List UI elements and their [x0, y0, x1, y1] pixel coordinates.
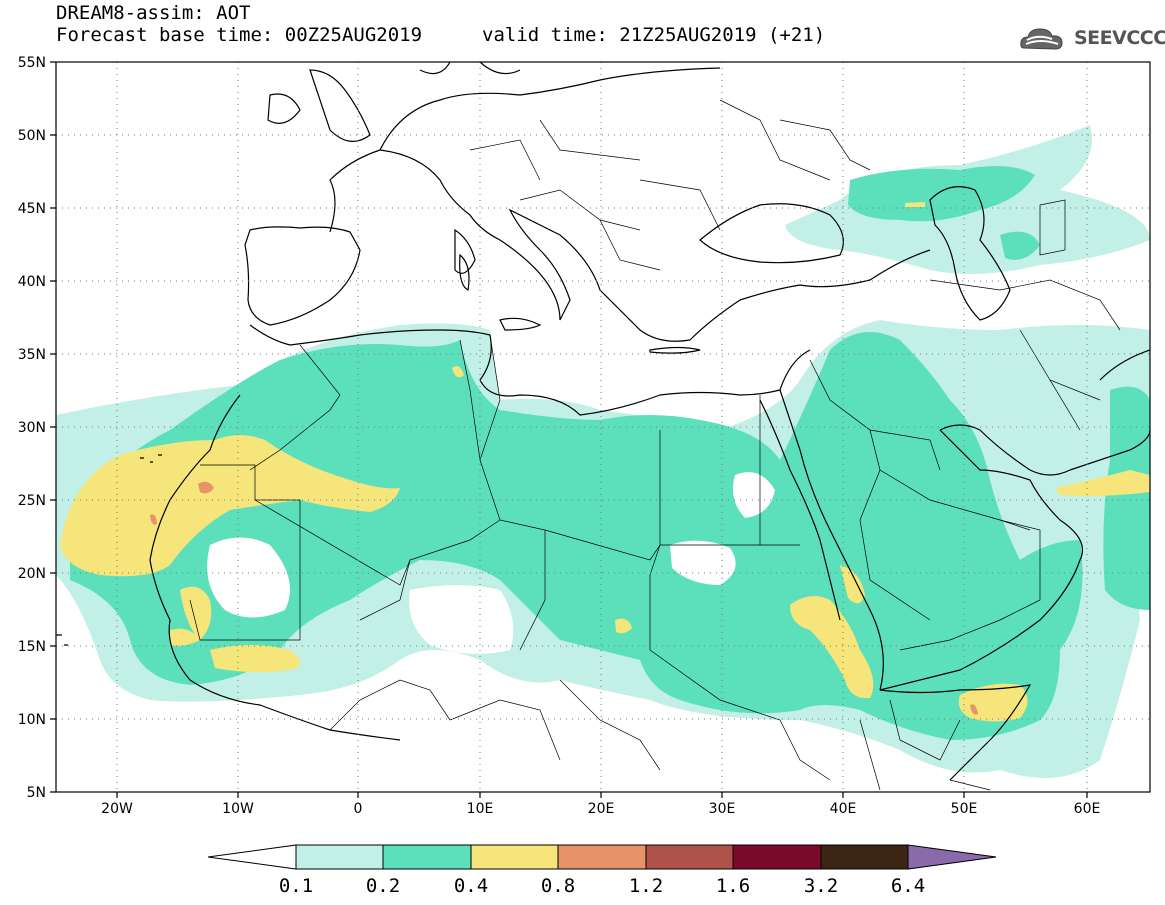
lat-tick-label: 35N	[18, 347, 46, 363]
lat-tick-label: 55N	[18, 55, 46, 71]
valid-time: valid time: 21Z25AUG2019 (+21)	[482, 24, 826, 46]
lat-tick-label: 10N	[18, 712, 46, 728]
lat-tick-label: 15N	[18, 639, 46, 655]
lon-tick-label: 20W	[101, 801, 133, 817]
lon-tick-label: 50E	[951, 801, 978, 817]
lat-tick-label: 40N	[18, 274, 46, 290]
coastlines	[56, 62, 1150, 781]
lat-tick-label: 30N	[18, 420, 46, 436]
lat-tick-label: 45N	[18, 201, 46, 217]
lat-tick-label: 25N	[18, 493, 46, 509]
lat-tick-label: 5N	[27, 785, 46, 801]
cloud-logo-icon	[1020, 28, 1063, 50]
lat-tick-label: 50N	[18, 128, 46, 144]
country-borders	[189, 99, 1121, 791]
map-title: DREAM8-assim: AOT	[56, 2, 251, 24]
lon-tick-label: 30E	[709, 801, 736, 817]
lon-tick-label: 20E	[588, 801, 615, 817]
lon-tick-label: 60E	[1074, 801, 1101, 817]
lon-tick-label: 10E	[467, 801, 494, 817]
lat-tick-label: 20N	[18, 566, 46, 582]
forecast-base-time: Forecast base time: 00Z25AUG2019	[56, 24, 423, 46]
lon-tick-label: 40E	[830, 801, 857, 817]
aot-shading	[56, 125, 1150, 778]
lon-tick-label: 10W	[222, 801, 254, 817]
axis-ticks	[50, 61, 1088, 798]
lon-tick-label: 0	[354, 801, 363, 817]
graticule	[56, 62, 1150, 792]
logo-text: SEEVCCC	[1074, 27, 1165, 49]
